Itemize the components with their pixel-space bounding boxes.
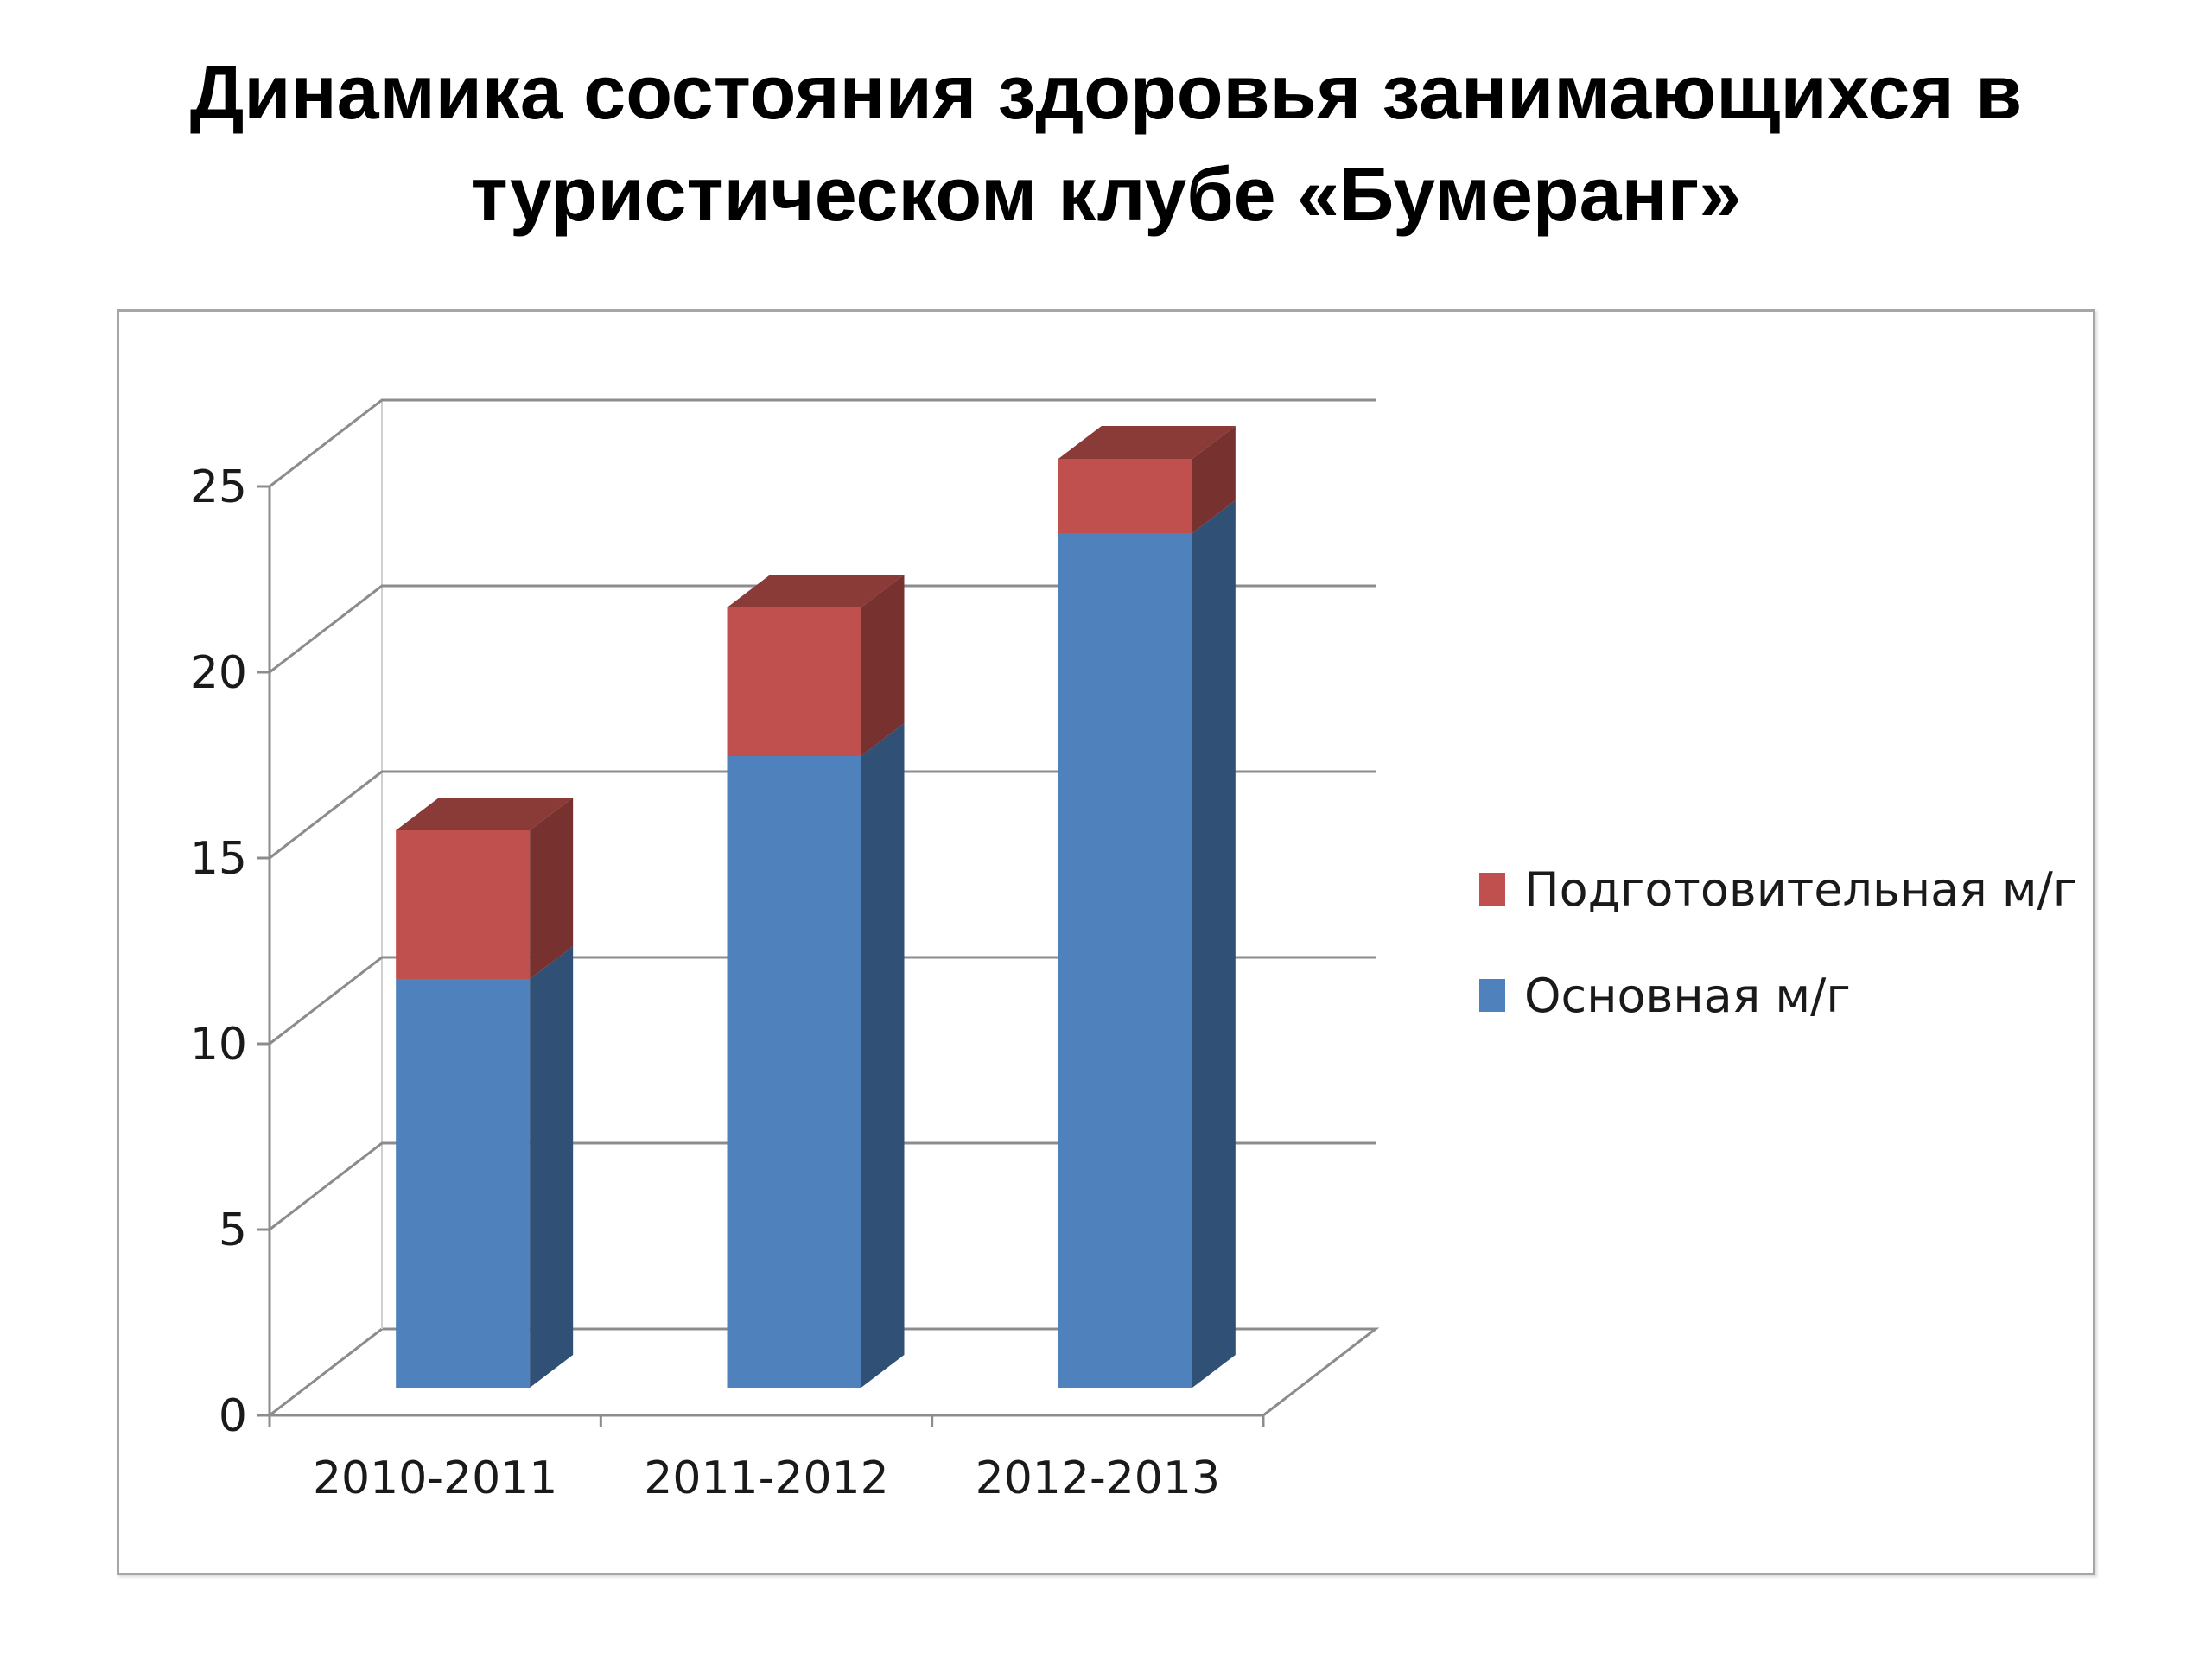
gridline-20 xyxy=(269,584,1376,674)
y-tick-label: 20 xyxy=(190,647,247,699)
legend-swatch xyxy=(1479,873,1505,906)
bar-side[interactable] xyxy=(861,723,905,1388)
legend-swatch xyxy=(1479,979,1505,1012)
bar-side[interactable] xyxy=(861,575,905,756)
bar-front[interactable] xyxy=(1058,459,1192,533)
bar-top[interactable] xyxy=(727,575,905,607)
bar-Основная м/г-2010-2011[interactable] xyxy=(396,946,574,1388)
legend-item: Основная м/г xyxy=(1479,969,1851,1023)
gridline-25 xyxy=(269,398,1376,488)
bar-side[interactable] xyxy=(530,946,574,1388)
bar-top[interactable] xyxy=(1058,426,1236,459)
y-tick-label: 10 xyxy=(190,1019,247,1071)
bar-front[interactable] xyxy=(727,756,861,1388)
legend-label: Основная м/г xyxy=(1524,969,1851,1023)
x-tick-label-2012-2013: 2012-2013 xyxy=(976,1452,1220,1504)
x-tick-label-2010-2011: 2010-2011 xyxy=(313,1452,557,1504)
bar-Подготовительная м/г-2012-2013[interactable] xyxy=(1058,426,1236,533)
bar-front[interactable] xyxy=(1058,533,1192,1388)
gridline-15 xyxy=(269,770,1376,860)
bar-Основная м/г-2011-2012[interactable] xyxy=(727,723,905,1388)
legend-label: Подготовительная м/г xyxy=(1524,862,2077,917)
gridline-5 xyxy=(269,1141,1376,1231)
y-tick-label: 25 xyxy=(190,461,247,513)
bar-side[interactable] xyxy=(1192,426,1236,533)
stacked-bar-chart: 0 5 10 15 20 25 2010-2011 2011-2012 2012-2013 По… xyxy=(190,398,2077,1504)
chart-frame: 0 5 10 15 20 25 2010-2011 2011-2012 2012-2013 По… xyxy=(117,309,2095,1575)
y-tick-label: 5 xyxy=(219,1205,247,1256)
x-tick-label-2011-2012: 2011-2012 xyxy=(644,1452,888,1504)
slide-title: Динамика состояния здоровья занимающихся… xyxy=(189,49,2023,237)
gridline-10 xyxy=(269,956,1376,1046)
bar-side[interactable] xyxy=(530,798,574,979)
bar-front[interactable] xyxy=(396,979,531,1388)
bar-Основная м/г-2012-2013[interactable] xyxy=(1058,500,1236,1388)
bar-Подготовительная м/г-2010-2011[interactable] xyxy=(396,798,574,979)
bar-Подготовительная м/г-2011-2012[interactable] xyxy=(727,575,905,756)
y-tick-label: 0 xyxy=(219,1390,247,1442)
bar-top[interactable] xyxy=(396,798,574,830)
legend-item: Подготовительная м/г xyxy=(1479,862,2077,917)
bar-front[interactable] xyxy=(727,607,861,756)
bar-front[interactable] xyxy=(396,830,531,979)
bar-side[interactable] xyxy=(1192,500,1236,1388)
y-tick-label: 15 xyxy=(190,833,247,885)
